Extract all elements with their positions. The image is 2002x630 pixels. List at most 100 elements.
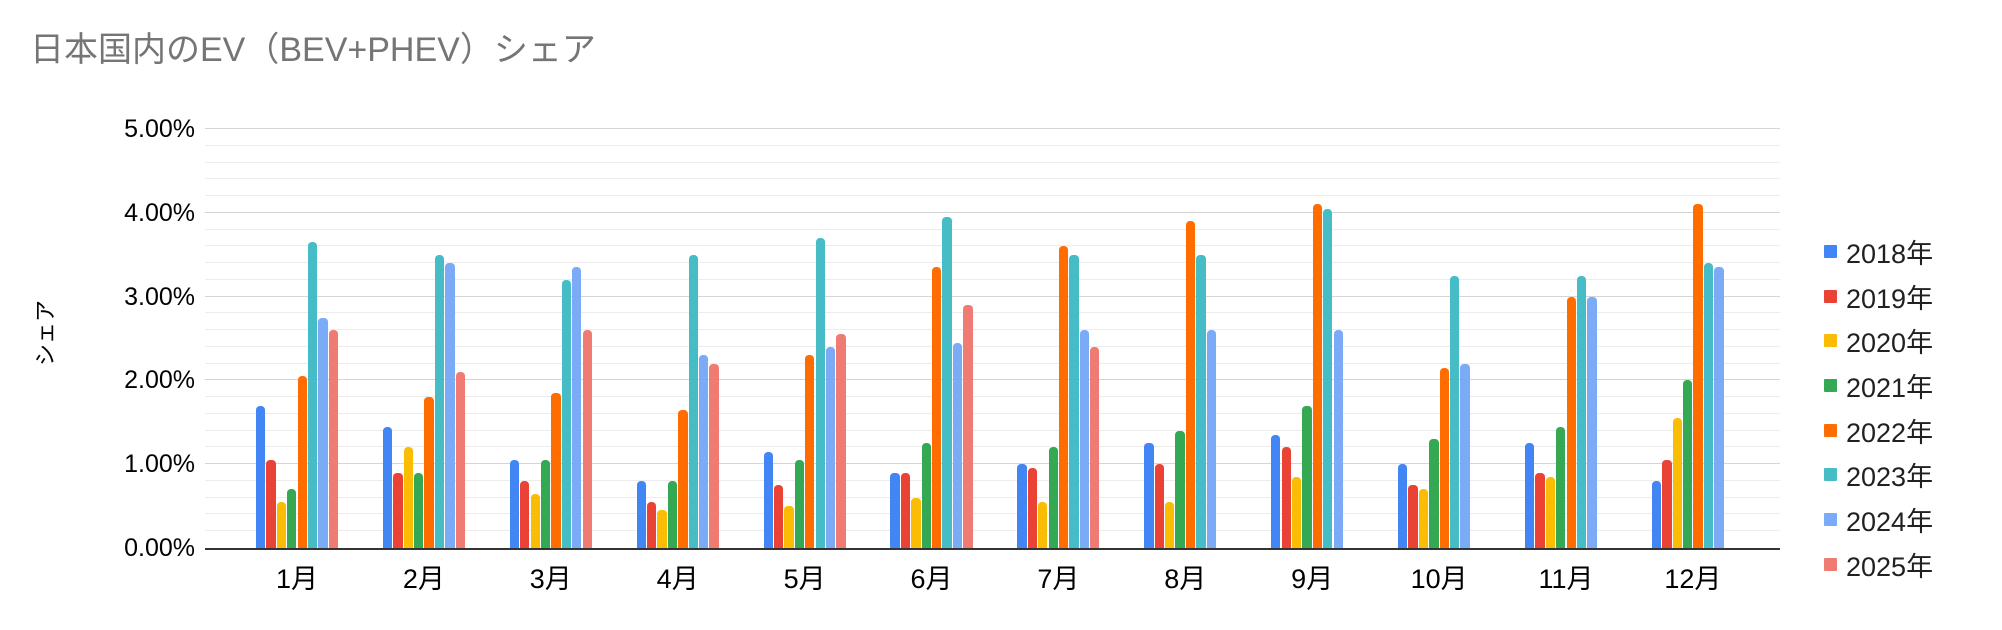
bar-2018年-5月 xyxy=(763,451,773,548)
legend-item-2020年: 2020年 xyxy=(1824,318,1933,363)
bar-2018年-6月 xyxy=(890,472,900,548)
bar-2018年-11月 xyxy=(1524,443,1535,548)
minor-gridline xyxy=(205,345,1780,347)
bar-2022年-2月 xyxy=(424,397,434,548)
legend-swatch xyxy=(1824,512,1837,526)
x-tick-label: 2月 xyxy=(402,564,445,594)
bar-2023年-6月 xyxy=(942,217,952,548)
bar-2020年-9月 xyxy=(1291,476,1302,548)
minor-gridline xyxy=(205,329,1780,331)
legend-item-2018年: 2018年 xyxy=(1824,229,1933,274)
bar-2022年-4月 xyxy=(678,409,688,548)
bar-2023年-8月 xyxy=(1196,254,1206,548)
legend-label: 2020年 xyxy=(1846,328,1934,359)
bar-2018年-2月 xyxy=(382,426,393,548)
bar-2020年-3月 xyxy=(530,493,540,548)
x-tick-label: 6月 xyxy=(910,564,953,594)
bar-2023年-2月 xyxy=(434,254,445,548)
bar-2024年-11月 xyxy=(1587,296,1597,548)
x-tick-label: 4月 xyxy=(656,564,699,594)
legend-item-2025年: 2025年 xyxy=(1824,542,1933,587)
minor-gridline xyxy=(205,228,1780,230)
minor-gridline xyxy=(205,429,1780,431)
bar-2020年-12月 xyxy=(1672,418,1682,548)
x-tick-label: 5月 xyxy=(783,564,826,594)
bar-2022年-11月 xyxy=(1566,296,1576,548)
y-tick-label: 5.00% xyxy=(124,115,195,143)
major-gridline xyxy=(205,463,1780,465)
minor-gridline xyxy=(205,144,1780,146)
bar-2024年-9月 xyxy=(1333,330,1343,548)
y-tick-label: 3.00% xyxy=(124,282,195,311)
major-gridline xyxy=(205,211,1780,213)
bar-2024年-1月 xyxy=(318,317,328,548)
legend-label: 2023年 xyxy=(1846,462,1934,493)
legend-item-2022年: 2022年 xyxy=(1824,408,1933,453)
minor-gridline xyxy=(205,161,1780,163)
bar-2019年-1月 xyxy=(266,460,276,548)
minor-gridline xyxy=(205,245,1780,247)
bar-2022年-8月 xyxy=(1185,221,1196,548)
bar-2022年-9月 xyxy=(1312,204,1323,548)
bar-2025年-1月 xyxy=(328,330,339,548)
bar-2024年-5月 xyxy=(825,346,836,548)
bar-2019年-4月 xyxy=(647,501,657,548)
bar-2018年-9月 xyxy=(1271,434,1281,548)
minor-gridline xyxy=(205,178,1780,180)
minor-gridline xyxy=(205,278,1780,280)
legend-item-2019年: 2019年 xyxy=(1824,274,1933,319)
bar-2019年-5月 xyxy=(773,485,784,548)
bar-2021年-5月 xyxy=(794,460,805,548)
bar-2021年-7月 xyxy=(1048,447,1058,548)
bar-2019年-6月 xyxy=(900,472,911,548)
bar-2025年-5月 xyxy=(836,334,846,548)
legend-swatch xyxy=(1824,334,1837,348)
bar-2021年-10月 xyxy=(1429,439,1439,548)
x-tick-label: 7月 xyxy=(1037,564,1080,594)
chart-title: 日本国内のEV（BEV+PHEV）シェア xyxy=(30,31,596,69)
x-tick-label: 8月 xyxy=(1164,564,1207,594)
minor-gridline xyxy=(205,262,1780,264)
major-gridline xyxy=(205,295,1780,297)
minor-gridline xyxy=(205,479,1780,481)
bar-2024年-12月 xyxy=(1714,267,1724,548)
minor-gridline xyxy=(205,312,1780,314)
bar-2023年-9月 xyxy=(1323,208,1333,548)
bar-2023年-10月 xyxy=(1450,275,1460,548)
x-tick-label: 12月 xyxy=(1664,564,1722,594)
bar-2020年-11月 xyxy=(1545,476,1556,548)
bar-2025年-3月 xyxy=(582,330,592,548)
y-tick-label: 2.00% xyxy=(124,366,195,395)
bar-2023年-1月 xyxy=(307,242,318,548)
bar-2019年-10月 xyxy=(1408,485,1418,548)
y-tick-label: 1.00% xyxy=(124,450,195,479)
y-tick-label: 0.00% xyxy=(124,534,195,562)
plot-area xyxy=(205,128,1780,550)
minor-gridline xyxy=(205,412,1780,414)
legend-label: 2021年 xyxy=(1846,372,1934,403)
bar-2019年-8月 xyxy=(1154,464,1164,548)
bar-2018年-12月 xyxy=(1651,480,1662,548)
bar-2020年-1月 xyxy=(276,501,287,548)
bar-2024年-2月 xyxy=(445,263,455,548)
bar-2018年-4月 xyxy=(636,480,646,548)
bar-2024年-10月 xyxy=(1460,363,1470,548)
bar-2019年-12月 xyxy=(1662,460,1672,548)
bar-2021年-8月 xyxy=(1175,430,1185,548)
bar-2021年-12月 xyxy=(1683,380,1693,548)
legend-swatch xyxy=(1824,289,1837,303)
bar-2023年-3月 xyxy=(561,279,572,548)
bar-2020年-4月 xyxy=(657,510,667,548)
legend-item-2023年: 2023年 xyxy=(1824,452,1933,497)
legend-swatch xyxy=(1824,557,1837,571)
bar-2022年-10月 xyxy=(1439,367,1449,548)
x-tick-label: 10月 xyxy=(1410,564,1468,594)
x-tick-label: 1月 xyxy=(275,564,319,594)
bar-2024年-3月 xyxy=(572,267,582,548)
bar-2021年-3月 xyxy=(540,460,551,548)
minor-gridline xyxy=(205,396,1780,398)
bar-2021年-11月 xyxy=(1556,426,1566,548)
bar-2019年-3月 xyxy=(520,480,530,548)
legend-label: 2019年 xyxy=(1846,283,1934,314)
